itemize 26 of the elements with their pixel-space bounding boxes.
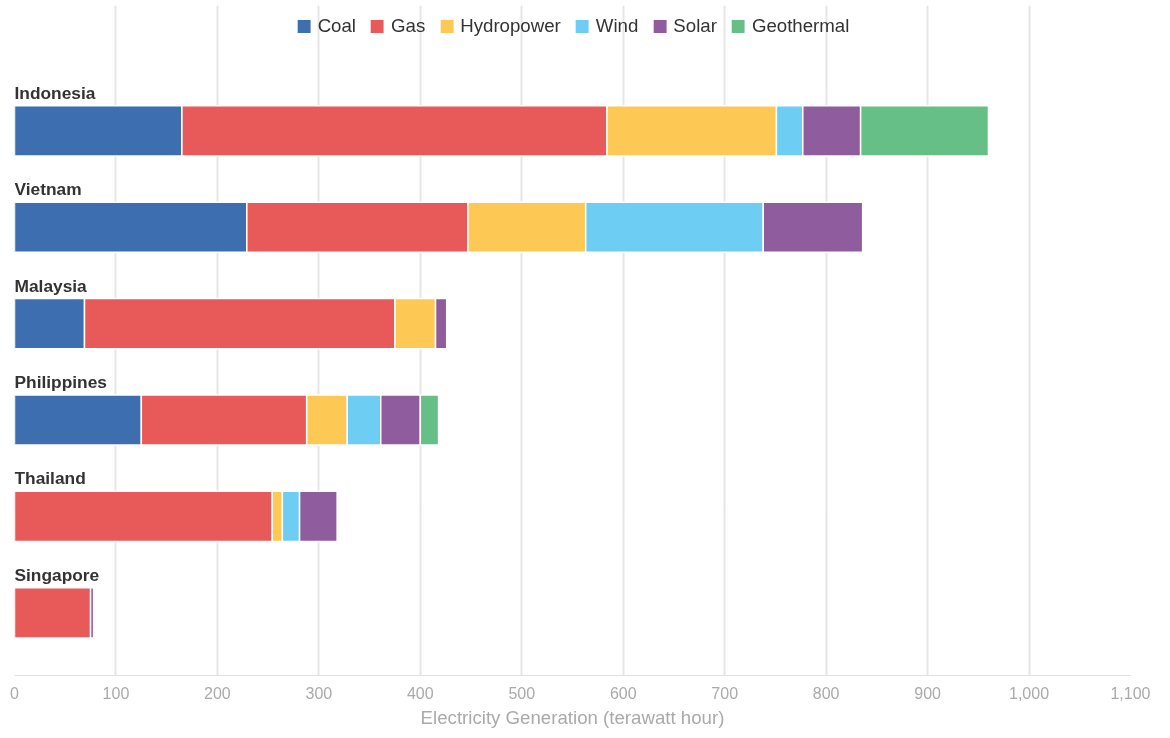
x-tick-label: 100	[102, 684, 130, 702]
bar	[14, 587, 92, 639]
legend-label: Solar	[673, 15, 717, 37]
x-tick-label: 0	[10, 684, 20, 702]
legend-label: Coal	[317, 15, 357, 37]
x-tick-label: 700	[711, 684, 739, 702]
x-tick-label: 200	[204, 684, 231, 702]
legend-label: Wind	[595, 15, 639, 37]
x-tick-label: 1,100	[1110, 684, 1151, 702]
x-tick-label: 500	[508, 684, 536, 702]
x-tick-label: 1,000	[1009, 684, 1050, 702]
y-tick-label: Philippines	[14, 372, 107, 393]
y-tick-label: Vietnam	[14, 179, 82, 200]
y-tick-label: Indonesia	[14, 82, 96, 103]
x-tick-label: 800	[812, 684, 840, 702]
legend-label: Geothermal	[751, 15, 850, 37]
x-tick-label: 600	[609, 684, 637, 702]
y-tick-label: Malaysia	[14, 275, 88, 296]
y-tick-label: Thailand	[14, 468, 86, 489]
y-tick-label: Singapore	[14, 564, 100, 585]
x-tick-label: 900	[914, 684, 942, 702]
legend-label: Hydropower	[460, 15, 561, 37]
x-tick-label: 300	[305, 684, 333, 702]
x-tick-label: 400	[406, 684, 434, 702]
x-axis-title: Electricity Generation (terawatt hour)	[420, 706, 725, 728]
legend-label: Gas	[391, 15, 426, 37]
